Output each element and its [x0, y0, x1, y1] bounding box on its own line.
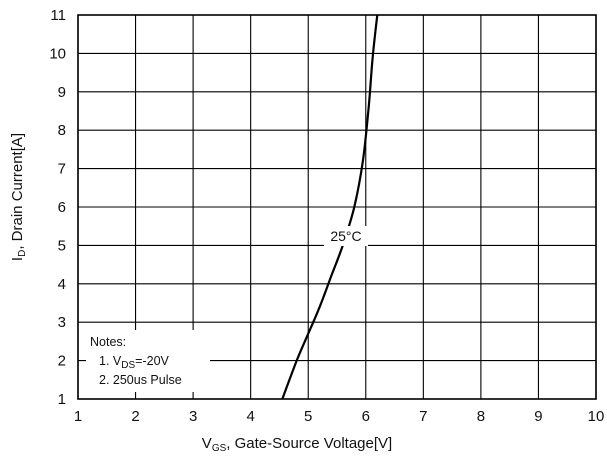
y-tick-labels: 1 2 3 4 5 6 7 8 9 10 11 [49, 7, 66, 408]
series-label-25c: 25°C [330, 228, 361, 244]
y-axis-title-main: I [9, 257, 26, 261]
y-tick-label-4: 4 [58, 276, 66, 293]
y-tick-label-10: 10 [49, 45, 66, 62]
notes-title: Notes: [90, 335, 126, 349]
x-tick-label-9: 9 [534, 408, 542, 425]
y-tick-label-1: 1 [58, 391, 66, 408]
notes-line-pulse: 2. 250us Pulse [99, 373, 182, 387]
y-axis-title: ID, Drain Current[A] [9, 133, 28, 261]
y-tick-label-11: 11 [50, 7, 66, 24]
x-axis-title-rest: , Gate-Source Voltage[V] [226, 435, 392, 452]
x-tick-label-8: 8 [477, 408, 485, 425]
y-tick-label-9: 9 [58, 84, 66, 101]
curve-label-background [324, 226, 368, 246]
x-tick-label-2: 2 [131, 408, 139, 425]
x-tick-label-6: 6 [362, 408, 370, 425]
y-tick-label-2: 2 [58, 353, 66, 370]
y-axis-title-sub: D [17, 250, 28, 257]
y-tick-label-5: 5 [58, 237, 66, 254]
notes-line1-suffix: =-20V [135, 354, 169, 368]
notes-line1-sub: DS [121, 360, 135, 371]
y-tick-label-7: 7 [58, 161, 66, 178]
y-tick-label-6: 6 [58, 199, 66, 216]
x-tick-label-4: 4 [246, 408, 254, 425]
y-tick-label-3: 3 [58, 314, 66, 331]
x-tick-label-10: 10 [588, 408, 605, 425]
x-tick-labels: 1 2 3 4 5 6 7 8 9 10 [74, 408, 605, 425]
x-axis-title: VGS, Gate-Source Voltage[V] [202, 435, 392, 454]
plot-frame [77, 14, 597, 400]
notes-line-vds: 1. VDS=-20V [99, 354, 170, 371]
notes-line1-prefix: 1. V [99, 354, 122, 368]
x-tick-label-5: 5 [304, 408, 312, 425]
x-axis-title-sub: GS [212, 443, 227, 454]
x-tick-label-1: 1 [74, 408, 82, 425]
x-tick-label-3: 3 [189, 408, 197, 425]
x-axis-title-main: V [202, 435, 212, 452]
y-tick-label-8: 8 [58, 122, 66, 139]
y-axis-title-rest: , Drain Current[A] [9, 133, 26, 250]
x-tick-label-7: 7 [419, 408, 427, 425]
notes-box [86, 330, 210, 392]
